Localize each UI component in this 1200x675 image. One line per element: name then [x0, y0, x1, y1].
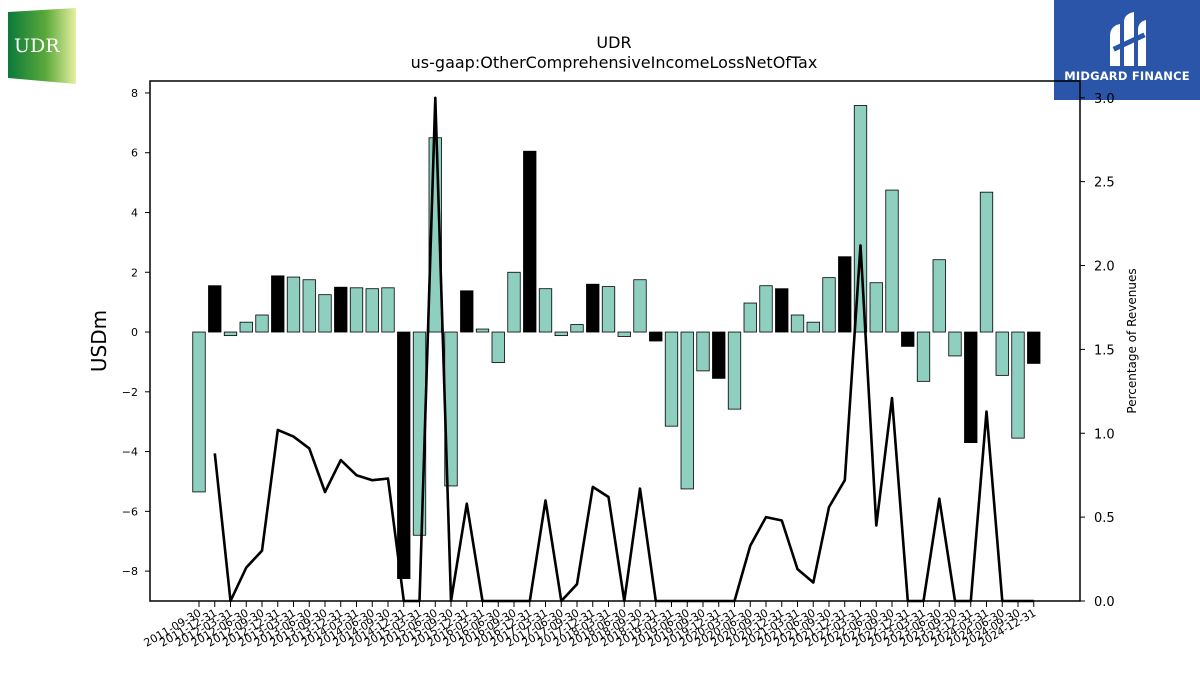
bar-2013-09-30 [318, 294, 332, 333]
y-tick-label: 2 [131, 266, 138, 279]
midgard-mark-icon [1110, 12, 1146, 66]
bar-2021-03-31 [790, 314, 805, 333]
bar-2021-06-30 [806, 321, 820, 333]
bar-2017-06-30 [554, 331, 568, 337]
bar-2014-12-31 [397, 331, 411, 579]
y-tick-label: 6 [131, 147, 138, 160]
y2-tick-label: 0.0 [1094, 595, 1115, 610]
bar-2017-09-30 [570, 324, 584, 333]
y-tick-label: 0 [131, 326, 138, 339]
bar-2024-03-31 [979, 191, 994, 333]
bar-2023-03-31 [916, 331, 931, 382]
bar-2014-03-31 [349, 287, 364, 333]
chart-title: UDR [596, 33, 631, 52]
bar-2019-03-31 [664, 331, 679, 427]
bar-2020-09-30 [759, 285, 773, 333]
y-tick-label: 4 [131, 206, 138, 219]
y2-tick-label: 0.5 [1094, 511, 1115, 526]
udr-logo: UDR [8, 8, 76, 84]
bar-2016-03-31 [475, 328, 490, 333]
pct-revenue-line [213, 96, 1034, 603]
plot-frame [149, 80, 1081, 602]
y2-tick-label: 1.5 [1094, 343, 1115, 358]
bar-2015-12-31 [460, 290, 474, 333]
bar-2022-09-30 [885, 189, 899, 333]
bar-2013-12-31 [334, 286, 348, 333]
bar-2016-06-30 [491, 331, 505, 363]
bar-2019-09-30 [696, 331, 710, 372]
bar-2020-12-31 [775, 288, 789, 333]
bar-2018-03-31 [601, 286, 616, 333]
bar-2013-03-31 [286, 276, 301, 333]
bar-2022-06-30 [869, 282, 883, 333]
bar-2018-09-30 [633, 279, 647, 333]
bar-2016-09-30 [507, 271, 521, 333]
bar-2018-06-30 [617, 331, 631, 337]
y-tick-label: −4 [122, 446, 138, 459]
bar-2023-12-31 [964, 331, 978, 444]
y2-tick-label: 2.5 [1094, 176, 1115, 191]
y-tick-label: −8 [122, 565, 138, 578]
bar-2012-12-31 [271, 275, 285, 333]
bar-2021-09-30 [822, 277, 836, 333]
y-tick-label: 8 [131, 87, 138, 100]
bar-2018-12-31 [649, 331, 663, 342]
bar-2019-12-31 [712, 331, 726, 379]
bar-2023-09-30 [948, 331, 962, 357]
bar-2013-06-30 [302, 279, 316, 333]
bar-2017-03-31 [538, 288, 553, 333]
bar-2011-09-30 [192, 331, 206, 493]
bar-2024-09-30 [1011, 331, 1025, 439]
bar-2012-06-30 [239, 321, 253, 333]
chart-subtitle: us-gaap:OtherComprehensiveIncomeLossNetO… [411, 53, 818, 72]
midgard-logo-text: MIDGARD FINANCE [1064, 69, 1190, 83]
y2-axis-label: Percentage of Revenues [1125, 268, 1139, 413]
bar-2012-09-30 [255, 314, 269, 333]
bar-2011-12-31 [208, 285, 222, 333]
udr-logo-text: UDR [14, 35, 60, 57]
bar-2012-03-31 [223, 331, 238, 337]
bar-2017-12-31 [586, 283, 600, 333]
bar-2022-12-31 [901, 331, 915, 347]
bar-2020-06-30 [743, 302, 757, 333]
bar-2016-12-31 [523, 150, 537, 333]
bar-2020-03-31 [727, 331, 742, 410]
y-axis-label: USDm [87, 310, 111, 372]
bar-2019-06-30 [680, 331, 694, 490]
bar-2014-06-30 [365, 288, 379, 333]
y-tick-label: −6 [122, 505, 138, 518]
bar-2023-06-30 [932, 259, 946, 333]
bar-2024-06-30 [995, 331, 1009, 376]
bar-2024-12-31 [1027, 331, 1041, 364]
bar-2014-09-30 [381, 287, 395, 333]
y-tick-label: −2 [122, 386, 138, 399]
y2-tick-label: 3.0 [1094, 92, 1115, 107]
y2-tick-label: 1.0 [1094, 427, 1115, 442]
y2-tick-label: 2.0 [1094, 260, 1115, 275]
bar-2021-12-31 [838, 256, 852, 333]
midgard-finance-logo: MIDGARD FINANCE [1054, 0, 1200, 100]
